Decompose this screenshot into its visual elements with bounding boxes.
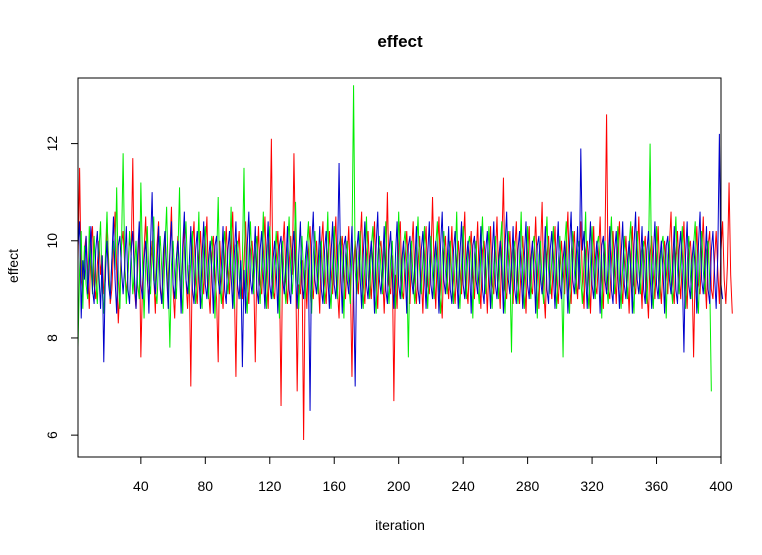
series-line-3 [77,133,724,411]
x-tick-label: 80 [198,478,214,494]
x-axis: 40 80 120 160 200 240 280 320 360 400 [133,456,733,494]
y-axis: 6 8 10 12 [44,136,79,439]
y-tick-label: 10 [44,233,60,249]
y-axis-label: effect [5,249,21,283]
x-tick-label: 160 [323,478,347,494]
y-tick-label: 6 [44,431,60,439]
x-tick-label: 40 [133,478,149,494]
x-tick-label: 200 [387,478,411,494]
x-axis-label: iteration [375,517,425,533]
series-layer [77,85,733,440]
x-tick-label: 240 [451,478,475,494]
series-line-1 [77,114,733,440]
x-tick-label: 280 [516,478,540,494]
x-tick-label: 400 [709,478,733,494]
x-tick-label: 360 [645,478,669,494]
x-tick-label: 320 [580,478,604,494]
chart-title: effect [377,32,423,51]
y-tick-label: 12 [44,136,60,152]
y-tick-label: 8 [44,334,60,342]
x-tick-label: 120 [258,478,282,494]
